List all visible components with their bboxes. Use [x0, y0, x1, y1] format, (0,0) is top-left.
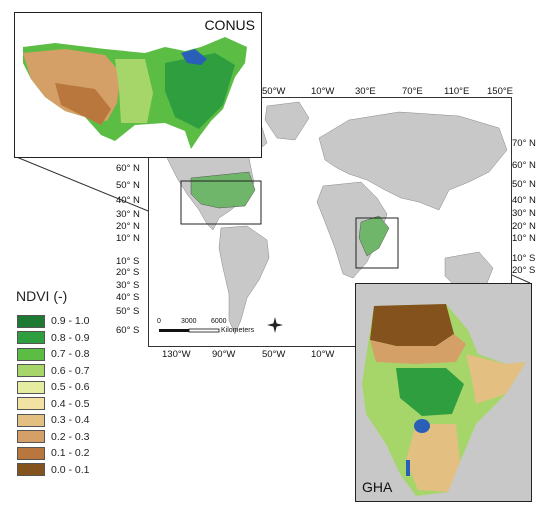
legend-item: 0.8 - 0.9 — [17, 331, 90, 345]
gha-inset-title: GHA — [362, 479, 393, 495]
legend-item: 0.7 - 0.8 — [17, 347, 90, 361]
lat-label-left: 30° N — [116, 209, 140, 220]
legend-swatch — [17, 397, 45, 410]
legend-swatch — [17, 364, 45, 377]
gha-south — [406, 424, 460, 492]
scalebar-tick: 3000 — [181, 318, 197, 325]
legend-label: 0.7 - 0.8 — [51, 348, 90, 360]
legend-item: 0.3 - 0.4 — [17, 413, 90, 427]
lat-label-left: 60° S — [116, 325, 140, 336]
legend-label: 0.9 - 1.0 — [51, 315, 90, 327]
gha-highlands — [396, 368, 464, 416]
gha-sahel — [370, 334, 466, 364]
conus-inset-title: CONUS — [204, 17, 255, 33]
legend-item: 0.5 - 0.6 — [17, 380, 90, 394]
lon-label-top: 10°W — [311, 86, 335, 97]
scalebar-unit: Kilometers — [221, 327, 255, 334]
south-america-landmass — [218, 225, 270, 335]
legend-label: 0.3 - 0.4 — [51, 414, 90, 426]
legend-swatch — [17, 347, 45, 361]
legend-label: 0.4 - 0.5 — [51, 397, 90, 410]
lat-label-left: 50° N — [116, 180, 140, 191]
legend-item: 0.1 - 0.2 — [17, 446, 90, 460]
conus-east-forest — [165, 53, 235, 129]
lat-label-left: 10° S — [116, 256, 140, 267]
lon-label-bottom: 90°W — [212, 349, 236, 360]
conus-plains — [115, 59, 153, 123]
legend-swatch — [17, 314, 45, 328]
lon-label-top: 30°E — [355, 86, 376, 97]
lat-label-left: 40° S — [116, 292, 140, 303]
north-arrow-icon — [267, 317, 283, 333]
conus-inset: CONUS — [14, 12, 262, 158]
great-lakes — [181, 49, 207, 65]
legend-item: 0.6 - 0.7 — [17, 364, 90, 378]
gha-sudan-desert — [370, 304, 454, 346]
legend-label: 0.8 - 0.9 — [51, 331, 90, 344]
eurasia-landmass — [318, 111, 508, 211]
lat-label-left: 30° S — [116, 280, 140, 291]
lake-malawi — [406, 460, 410, 476]
lake-victoria — [414, 419, 430, 433]
legend-swatch — [17, 380, 45, 394]
legend-item: 0.2 - 0.3 — [17, 430, 90, 444]
legend-title: NDVI (-) — [16, 288, 68, 304]
lat-label-right: 40° N — [512, 195, 536, 206]
lat-label-right: 10° S — [512, 253, 536, 264]
legend-item: 0.9 - 1.0 — [17, 314, 90, 328]
legend-label: 0.5 - 0.6 — [51, 381, 90, 393]
lat-label-right: 50° N — [512, 179, 536, 190]
lat-label-right: 70° N — [512, 138, 536, 149]
legend-label: 0.0 - 0.1 — [51, 463, 90, 476]
lon-label-bottom: 50°W — [262, 349, 286, 360]
greenland-landmass — [264, 101, 310, 141]
legend-swatch — [17, 446, 45, 460]
lon-label-bottom: 130°W — [162, 349, 191, 360]
lon-label-top: 150°E — [487, 86, 513, 97]
conus-southwest-desert — [55, 83, 111, 125]
lon-label-top: 110°E — [444, 86, 470, 97]
lon-label-top: 50°W — [262, 86, 286, 97]
lat-label-left: 40° N — [116, 195, 140, 206]
lon-label-top: 70°E — [402, 86, 423, 97]
legend-swatch — [17, 413, 45, 427]
lat-label-right: 20° N — [512, 221, 536, 232]
gha-horn — [466, 354, 526, 404]
conus-study-area — [190, 171, 256, 209]
scale-bar — [159, 328, 220, 333]
gha-inset: GHA — [355, 283, 532, 502]
scalebar-tick: 0 — [157, 318, 161, 325]
lat-label-left: 50° S — [116, 306, 140, 317]
legend-swatch — [17, 463, 45, 476]
lat-label-left: 10° N — [116, 233, 140, 244]
lat-label-right: 30° N — [512, 208, 536, 219]
legend-item: 0.4 - 0.5 — [17, 397, 90, 411]
gha-box — [355, 217, 399, 269]
legend-label: 0.6 - 0.7 — [51, 364, 90, 377]
lat-label-right: 60° N — [512, 160, 536, 171]
lat-label-right: 10° N — [512, 233, 536, 244]
scalebar-tick: 6000 — [211, 318, 227, 325]
legend-label: 0.2 - 0.3 — [51, 430, 90, 443]
lon-label-bottom: 10°W — [311, 349, 335, 360]
legend-swatch — [17, 331, 45, 344]
conus-box — [180, 180, 262, 225]
lat-label-left: 20° N — [116, 221, 140, 232]
lat-label-left: 60° N — [116, 163, 140, 174]
gha-study-area — [358, 215, 390, 257]
legend-swatch — [17, 430, 45, 443]
legend-label: 0.1 - 0.2 — [51, 447, 90, 459]
legend-item: 0.0 - 0.1 — [17, 463, 90, 477]
lat-label-right: 20° S — [512, 265, 536, 276]
lat-label-left: 20° S — [116, 267, 140, 278]
